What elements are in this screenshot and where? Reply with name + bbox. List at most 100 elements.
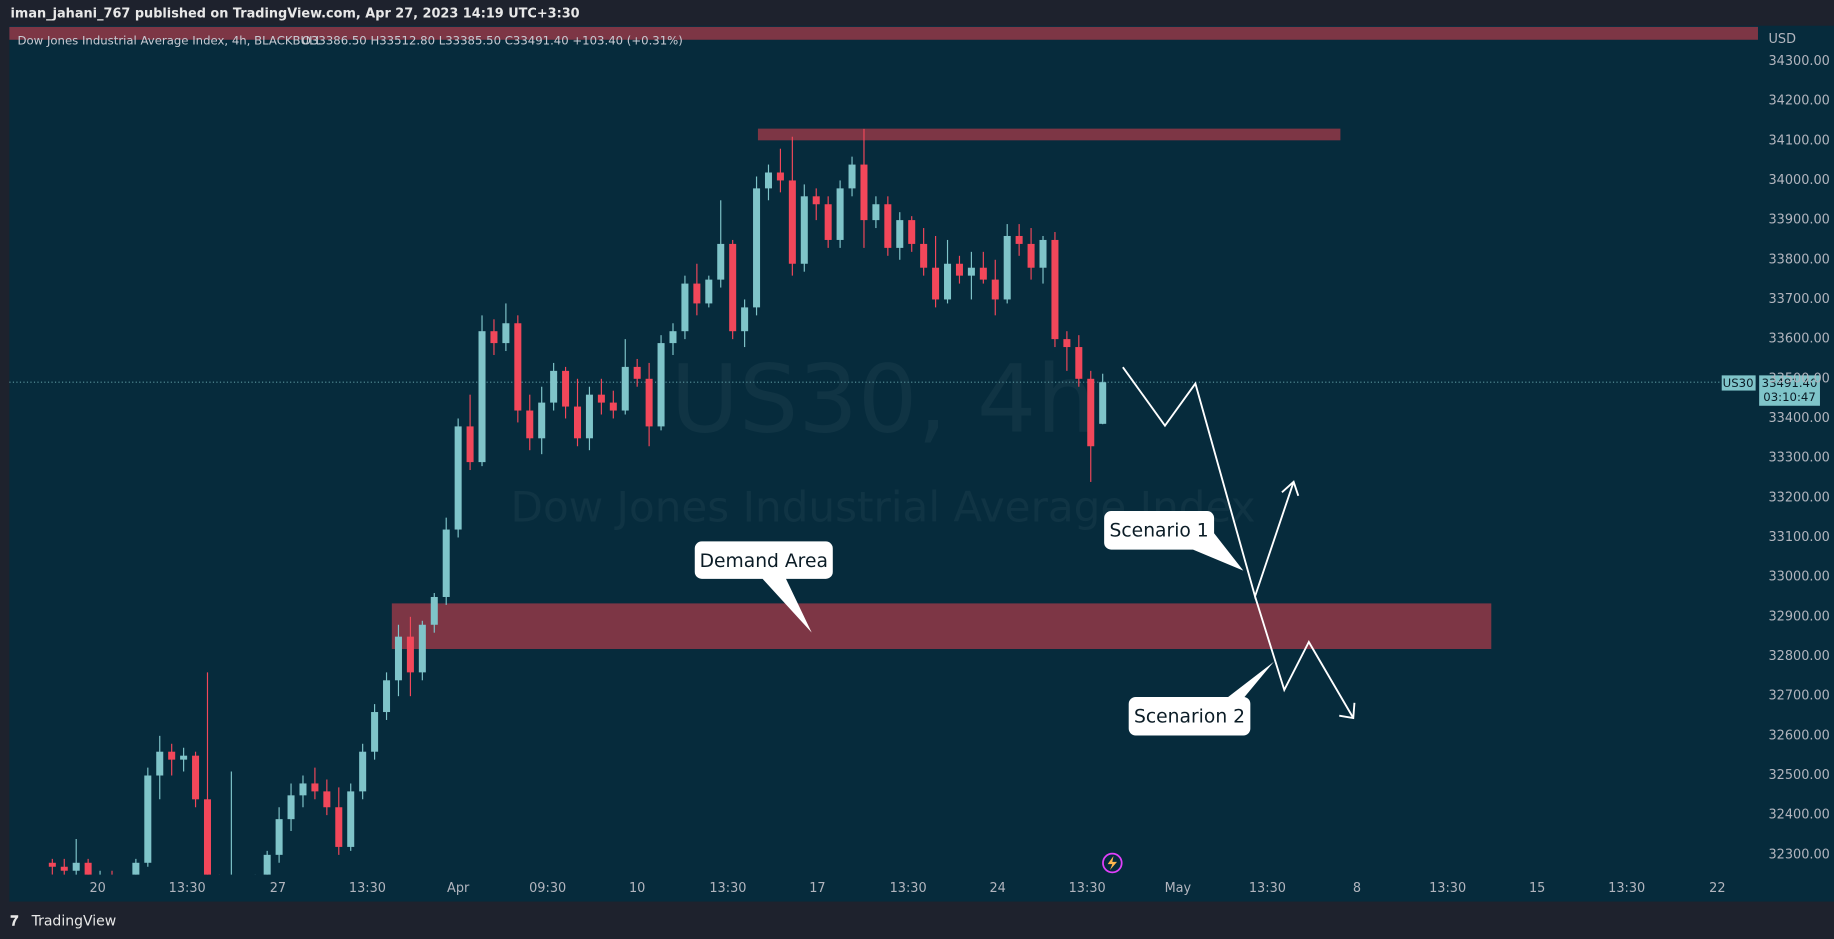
candle-body (263, 854, 271, 875)
x-tick-label: 13:30 (1429, 881, 1466, 896)
y-tick-label: 33100.00 (1769, 530, 1830, 545)
x-tick-label: 17 (809, 881, 825, 896)
x-tick-label: 13:30 (1608, 881, 1645, 896)
candle-body (562, 370, 570, 407)
candle-body (418, 624, 426, 673)
y-tick-label: 34000.00 (1769, 173, 1830, 188)
y-tick-label: 33000.00 (1769, 570, 1830, 585)
candle-body (979, 267, 987, 280)
candle-body (812, 196, 820, 205)
x-tick-label: 13:30 (169, 881, 206, 896)
x-tick-label: May (1165, 881, 1192, 896)
currency-label: USD (1769, 32, 1797, 47)
top-zone (9, 26, 1758, 40)
alert-icon-bolt (1107, 855, 1118, 871)
candle-body (991, 279, 999, 300)
candle-body (538, 402, 546, 439)
arrow-head (1339, 702, 1356, 720)
candle-body (406, 636, 414, 673)
alert-icon[interactable] (1102, 852, 1123, 874)
candle-body (848, 164, 856, 189)
countdown: 03:10:47 (1763, 390, 1816, 404)
candle-body (394, 636, 402, 681)
x-tick-label: 27 (270, 881, 286, 896)
y-tick-label: 32900.00 (1769, 609, 1830, 624)
x-tick-label: 22 (1709, 881, 1725, 896)
candle-body (717, 243, 725, 280)
x-tick-label: 13:30 (1069, 881, 1106, 896)
candle-body (753, 188, 761, 308)
candle-body (609, 402, 617, 411)
candle-body (1099, 382, 1107, 424)
candle-body (168, 751, 176, 760)
candle-body (669, 331, 677, 344)
candle-body (60, 866, 68, 871)
candle-body (1087, 378, 1095, 447)
candle-body (383, 680, 391, 713)
scenario-2-path (1254, 596, 1355, 719)
candle-body (955, 263, 963, 276)
candle-body (597, 394, 605, 403)
candle-body (1039, 239, 1047, 268)
candle-body (705, 279, 713, 304)
y-tick-label: 34200.00 (1769, 94, 1830, 109)
price-tag (1759, 375, 1820, 406)
footer-logo: 𝟕 (11, 913, 19, 929)
arrow-head (1281, 480, 1300, 497)
y-tick-label: 33200.00 (1769, 490, 1830, 505)
candle-body (741, 307, 749, 332)
callout (694, 541, 833, 633)
candle-body (657, 343, 665, 427)
scenario-1-path (1122, 366, 1295, 600)
y-tick-label: 32400.00 (1769, 808, 1830, 823)
callout-text: Scenarion 2 (1134, 706, 1245, 727)
y-tick-label: 32700.00 (1769, 689, 1830, 704)
y-tick-label: 34300.00 (1769, 54, 1830, 69)
x-tick-label: 20 (89, 881, 105, 896)
candles (48, 128, 1107, 875)
candle-body (836, 188, 844, 240)
candle-body (585, 394, 593, 439)
candle-body (872, 204, 880, 221)
candle-body (371, 712, 379, 752)
candle-body (896, 220, 904, 248)
candle-body (430, 596, 438, 625)
candle-body (275, 819, 283, 855)
x-tick-label: Apr (447, 881, 470, 896)
legend-symbol: Dow Jones Industrial Average Index, 4h, … (18, 33, 323, 47)
candle-body (729, 243, 737, 332)
candle-body (967, 267, 975, 276)
candle-body (180, 755, 188, 760)
candle-body (48, 862, 56, 867)
candle-body (442, 529, 450, 597)
candle-body (132, 862, 140, 875)
y-tick-label: 33500.00 (1769, 371, 1830, 386)
candle-body (1051, 239, 1059, 340)
candle-body (192, 755, 200, 800)
candle-body (454, 426, 462, 530)
x-tick-label: 13:30 (349, 881, 386, 896)
candle-body (347, 791, 355, 847)
x-tick-label: 10 (629, 881, 645, 896)
candle-body (84, 862, 92, 875)
footer-brand: TradingView (31, 913, 117, 929)
price-tag-text: 33491.40 (1762, 376, 1818, 390)
candle-body (144, 775, 152, 863)
header-text: iman_jahani_767 published on TradingView… (11, 7, 580, 22)
candle-body (478, 331, 486, 463)
legend-ohlc: O33386.50 H33512.80 L33385.50 C33491.40 … (302, 33, 683, 47)
candle-body (1015, 235, 1023, 244)
x-tick-label: 13:30 (1249, 881, 1286, 896)
y-tick-label: 32800.00 (1769, 649, 1830, 664)
candle-body (550, 370, 558, 403)
chart-background (9, 25, 1834, 902)
candle-body (764, 172, 772, 189)
x-tick-label: 24 (989, 881, 1005, 896)
y-tick-label: 33700.00 (1769, 292, 1830, 307)
candle-body (526, 410, 534, 439)
candle-body (1027, 243, 1035, 268)
candle-body (776, 172, 784, 181)
candle-body (860, 164, 868, 221)
candle-body (681, 283, 689, 332)
candle-body (824, 204, 832, 240)
